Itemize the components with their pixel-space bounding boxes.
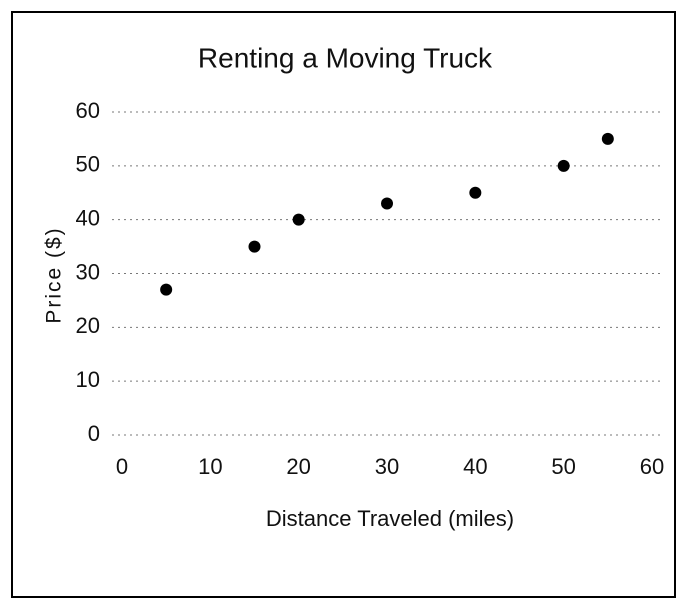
y-tick-label: 20 <box>76 313 100 338</box>
x-tick-label: 50 <box>551 454 575 479</box>
y-tick-label: 60 <box>76 98 100 123</box>
x-tick-label: 60 <box>640 454 664 479</box>
x-tick-label: 30 <box>375 454 399 479</box>
point <box>248 240 261 253</box>
y-tick-label: 50 <box>76 152 100 177</box>
x-tick-label: 0 <box>116 454 128 479</box>
point <box>557 159 570 172</box>
frame <box>11 11 676 598</box>
y-axis-label: Price ($) <box>43 226 66 323</box>
point <box>160 283 173 296</box>
point <box>292 213 305 226</box>
y-tick-label: 40 <box>76 205 100 230</box>
chart-title: Renting a Moving Truck <box>198 42 493 73</box>
point <box>601 132 614 145</box>
y-tick-label: 10 <box>76 367 100 392</box>
x-axis-label: Distance Traveled (miles) <box>266 506 514 531</box>
point <box>469 186 482 199</box>
point <box>381 197 393 210</box>
y-tick-label: 30 <box>76 259 100 284</box>
y-tick-label: 0 <box>88 421 100 446</box>
x-tick-label: 10 <box>198 454 222 479</box>
x-tick-label: 20 <box>286 454 310 479</box>
x-tick-label: 40 <box>463 454 487 479</box>
